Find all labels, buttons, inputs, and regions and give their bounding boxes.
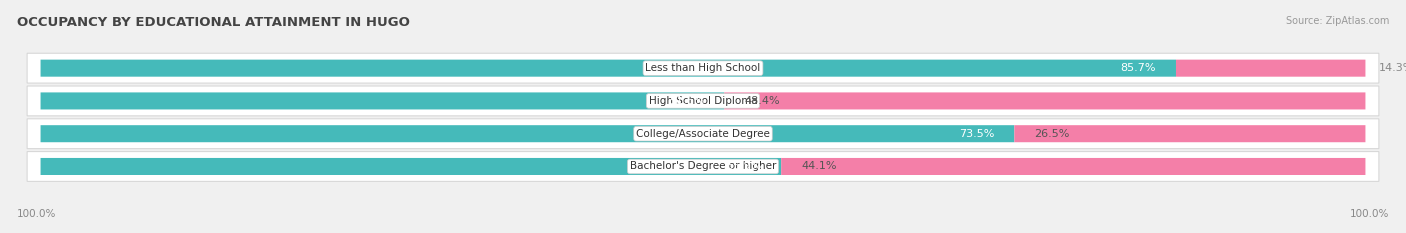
Text: 73.5%: 73.5% (959, 129, 994, 139)
Text: 51.6%: 51.6% (669, 96, 704, 106)
FancyBboxPatch shape (41, 125, 1014, 142)
FancyBboxPatch shape (27, 86, 1379, 116)
FancyBboxPatch shape (41, 158, 782, 175)
Text: Bachelor's Degree or higher: Bachelor's Degree or higher (630, 161, 776, 171)
Text: 85.7%: 85.7% (1121, 63, 1156, 73)
Text: Source: ZipAtlas.com: Source: ZipAtlas.com (1285, 16, 1389, 26)
FancyBboxPatch shape (41, 93, 724, 110)
Text: 26.5%: 26.5% (1035, 129, 1070, 139)
Text: High School Diploma: High School Diploma (648, 96, 758, 106)
FancyBboxPatch shape (27, 152, 1379, 182)
FancyBboxPatch shape (1014, 125, 1365, 142)
Text: 48.4%: 48.4% (744, 96, 780, 106)
Text: 14.3%: 14.3% (1379, 63, 1406, 73)
Text: 100.0%: 100.0% (17, 209, 56, 219)
FancyBboxPatch shape (782, 158, 1365, 175)
FancyBboxPatch shape (27, 53, 1379, 83)
Text: College/Associate Degree: College/Associate Degree (636, 129, 770, 139)
FancyBboxPatch shape (41, 60, 1175, 77)
Text: 100.0%: 100.0% (1350, 209, 1389, 219)
FancyBboxPatch shape (27, 119, 1379, 149)
Text: 55.9%: 55.9% (725, 161, 761, 171)
Text: OCCUPANCY BY EDUCATIONAL ATTAINMENT IN HUGO: OCCUPANCY BY EDUCATIONAL ATTAINMENT IN H… (17, 16, 409, 29)
FancyBboxPatch shape (1175, 60, 1365, 77)
Text: 44.1%: 44.1% (801, 161, 837, 171)
Text: Less than High School: Less than High School (645, 63, 761, 73)
FancyBboxPatch shape (724, 93, 1365, 110)
